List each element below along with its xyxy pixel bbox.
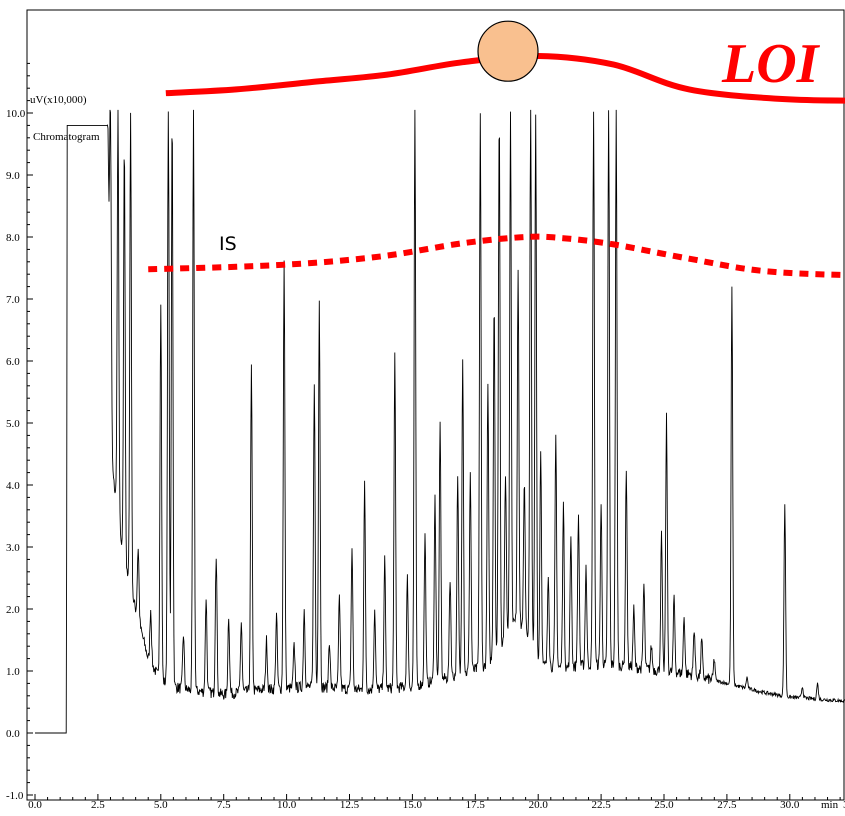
chromatogram-trace bbox=[35, 109, 845, 734]
plot-frame bbox=[26, 9, 845, 801]
y-tick-label: 7.0 bbox=[6, 294, 20, 306]
y-tick-label: 9.0 bbox=[6, 170, 20, 182]
x-tick-label: 7.5 bbox=[217, 799, 231, 811]
y-tick-label: -1.0 bbox=[6, 790, 24, 802]
x-tick-label: 0.0 bbox=[28, 799, 42, 811]
loi-curve bbox=[165, 52, 845, 104]
loi-label: LOI bbox=[721, 33, 821, 95]
x-tick-label: 32.5 bbox=[843, 799, 845, 811]
x-tick-label: 17.5 bbox=[466, 799, 486, 811]
x-tick-label: 20.0 bbox=[529, 799, 549, 811]
is-label: IS bbox=[219, 233, 237, 255]
y-tick-label: 4.0 bbox=[6, 480, 20, 492]
y-tick-label: 1.0 bbox=[6, 666, 20, 678]
tick-marks bbox=[27, 62, 841, 800]
y-tick-label: 5.0 bbox=[6, 418, 20, 430]
x-tick-label: 25.0 bbox=[654, 799, 674, 811]
x-tick-label: 22.5 bbox=[591, 799, 611, 811]
y-unit-label: uV(x10,000) bbox=[30, 94, 87, 106]
x-tick-label: 30.0 bbox=[780, 799, 800, 811]
x-tick-label: 10.0 bbox=[277, 799, 297, 811]
y-tick-label: 0.0 bbox=[6, 728, 20, 740]
x-tick-label: 5.0 bbox=[154, 799, 168, 811]
is-dotted-curve bbox=[148, 233, 845, 278]
y-tick-labels: -1.0 0.0 1.0 2.0 3.0 4.0 5.0 6.0 7.0 8.0 9.0 10.0 bbox=[6, 108, 26, 802]
x-tick-label: 27.5 bbox=[717, 799, 737, 811]
y-tick-label: 3.0 bbox=[6, 542, 20, 554]
y-tick-label: 2.0 bbox=[6, 604, 20, 616]
x-tick-labels: 0.0 2.5 5.0 7.5 10.0 12.5 15.0 17.5 20.0 22.5 25.0… bbox=[28, 799, 845, 811]
x-tick-label: 15.0 bbox=[403, 799, 423, 811]
y-tick-label: 6.0 bbox=[6, 356, 20, 368]
y-tick-label: 8.0 bbox=[6, 232, 20, 244]
x-tick-label: 2.5 bbox=[91, 799, 105, 811]
x-tick-label: 12.5 bbox=[340, 799, 360, 811]
trace-label: Chromatogram bbox=[33, 131, 100, 143]
x-unit-label: min bbox=[821, 799, 839, 811]
y-tick-label: 10.0 bbox=[6, 108, 26, 120]
highlight-circle bbox=[477, 20, 539, 82]
